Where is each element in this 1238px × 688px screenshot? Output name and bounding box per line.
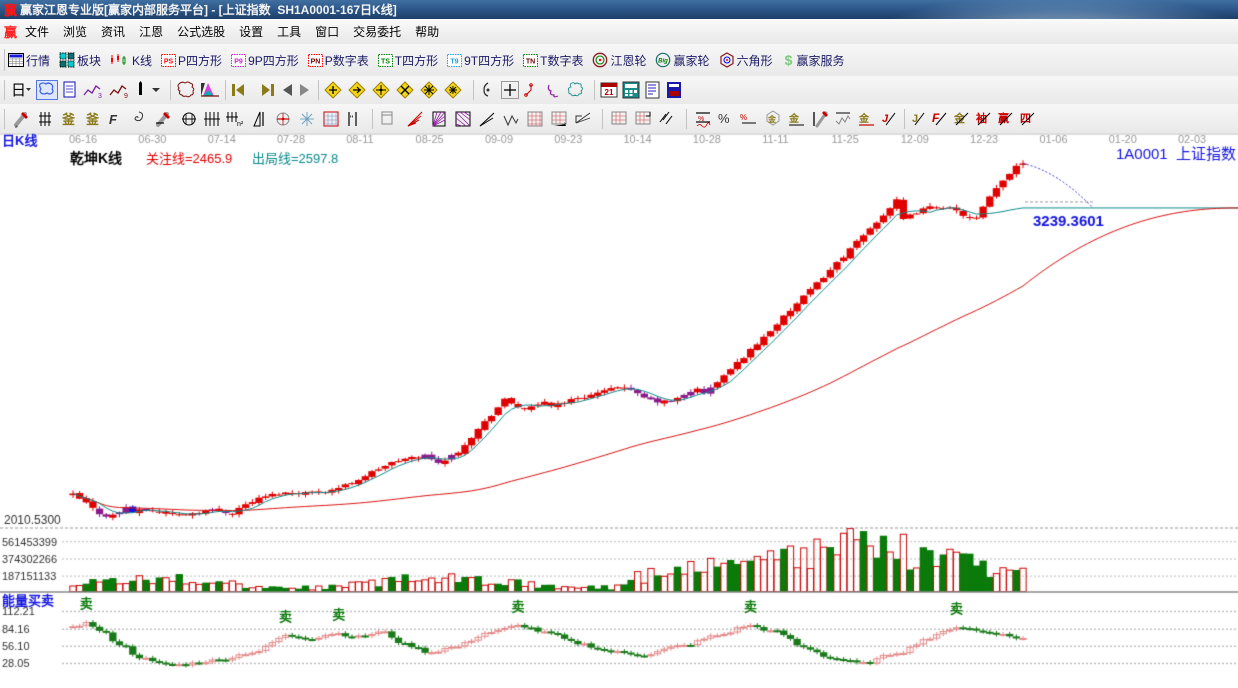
svg-text:四: 四 <box>1020 112 1031 125</box>
svg-text:P9: P9 <box>234 58 243 65</box>
svg-text:PN: PN <box>310 58 320 65</box>
svg-text:$: $ <box>784 52 792 68</box>
svg-text:T9: T9 <box>451 58 459 65</box>
svg-text:金: 金 <box>788 112 800 125</box>
svg-text:F: F <box>932 111 940 125</box>
svg-text:n²: n² <box>237 121 244 128</box>
svg-text:J: J <box>912 113 918 125</box>
svg-text:F: F <box>109 112 118 127</box>
svg-text:3: 3 <box>98 93 102 99</box>
svg-text:21: 21 <box>605 88 614 97</box>
svg-text:%: % <box>740 113 747 122</box>
svg-text:PS: PS <box>164 58 174 65</box>
svg-text:Big: Big <box>659 59 669 65</box>
svg-text:釜: 釜 <box>61 112 76 127</box>
svg-text:釜: 釜 <box>85 112 100 127</box>
svg-text:金: 金 <box>767 114 777 124</box>
svg-text:%: % <box>698 116 704 123</box>
svg-text:日: 日 <box>11 82 26 99</box>
svg-text:9: 9 <box>124 93 128 99</box>
svg-text:TS: TS <box>381 58 390 65</box>
svg-text:TN: TN <box>526 58 535 65</box>
svg-text:": " <box>350 114 353 124</box>
svg-text:%: % <box>718 111 730 126</box>
svg-text:金: 金 <box>858 112 870 125</box>
svg-text:金: 金 <box>954 111 966 125</box>
